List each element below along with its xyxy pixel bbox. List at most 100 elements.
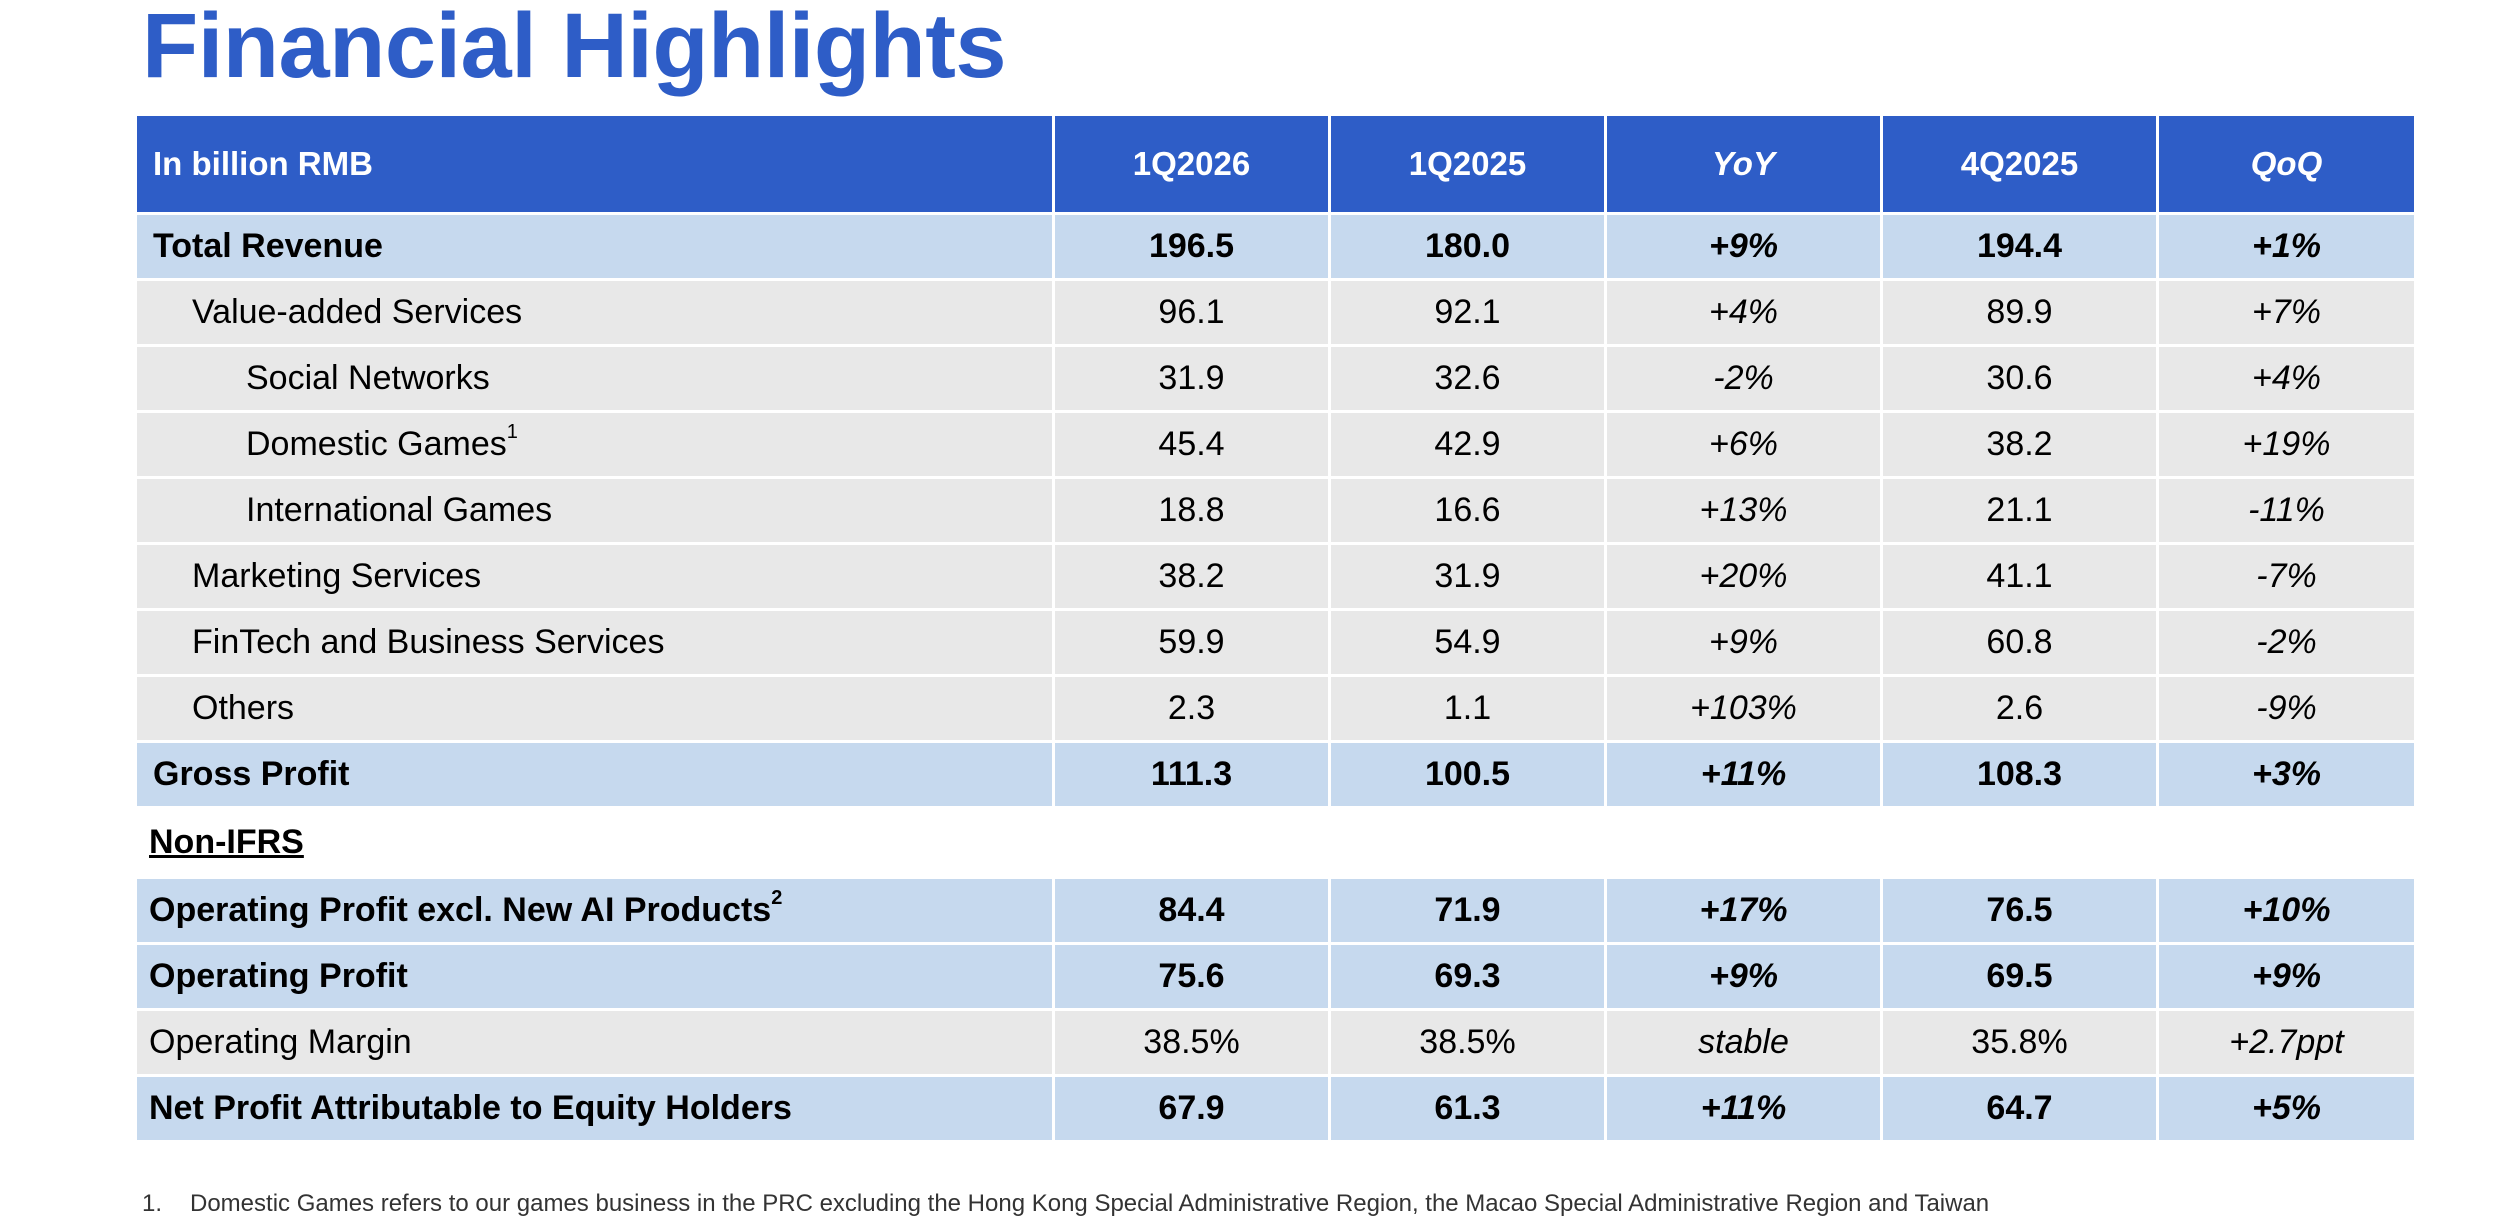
cell-1q2025: 31.9 xyxy=(1328,541,1607,611)
cell-yoy: +6% xyxy=(1604,409,1883,479)
table-row-fintech-business-services: FinTech and Business Services 59.9 54.9 … xyxy=(134,607,2417,677)
row-label: Total Revenue xyxy=(134,211,1055,281)
row-label: Gross Profit xyxy=(134,739,1055,809)
table-row-domestic-games: Domestic Games1 45.4 42.9 +6% 38.2 +19% xyxy=(134,409,2417,479)
header-4q2025: 4Q2025 xyxy=(1880,116,2159,215)
row-label: Operating Margin xyxy=(134,1007,1055,1077)
cell-qoq: -2% xyxy=(2156,607,2417,677)
financial-highlights-table: In billion RMB 1Q2026 1Q2025 YoY 4Q2025 … xyxy=(134,116,2417,1143)
cell-1q2026: 38.5% xyxy=(1052,1007,1331,1077)
row-label: FinTech and Business Services xyxy=(134,607,1055,677)
cell-yoy: +9% xyxy=(1604,211,1883,281)
cell-qoq: +5% xyxy=(2156,1073,2417,1143)
cell-1q2025: 38.5% xyxy=(1328,1007,1607,1077)
cell-yoy: +17% xyxy=(1604,875,1883,945)
row-label: Operating Profit excl. New AI Products xyxy=(149,890,772,929)
row-label: Social Networks xyxy=(134,343,1055,413)
cell-1q2026: 67.9 xyxy=(1052,1073,1331,1143)
table-row-operating-margin: Operating Margin 38.5% 38.5% stable 35.8… xyxy=(134,1007,2417,1077)
cell-1q2025: 1.1 xyxy=(1328,673,1607,743)
cell-4q2025: 2.6 xyxy=(1880,673,2159,743)
row-label: Others xyxy=(134,673,1055,743)
cell-1q2025: 100.5 xyxy=(1328,739,1607,809)
cell-4q2025: 21.1 xyxy=(1880,475,2159,545)
header-unit-label: In billion RMB xyxy=(134,116,1055,215)
cell-yoy: +11% xyxy=(1604,1073,1883,1143)
cell-qoq: +3% xyxy=(2156,739,2417,809)
cell-yoy: -2% xyxy=(1604,343,1883,413)
cell-qoq: +19% xyxy=(2156,409,2417,479)
section-row-non-ifrs: Non-IFRS xyxy=(134,805,2417,879)
table-row-net-profit: Net Profit Attributable to Equity Holder… xyxy=(134,1073,2417,1143)
cell-yoy: +9% xyxy=(1604,941,1883,1011)
cell-4q2025: 69.5 xyxy=(1880,941,2159,1011)
header-yoy: YoY xyxy=(1604,116,1883,215)
cell-1q2026: 38.2 xyxy=(1052,541,1331,611)
cell-yoy: +13% xyxy=(1604,475,1883,545)
row-label: Domestic Games xyxy=(246,424,507,463)
row-label-cell: Operating Profit excl. New AI Products2 xyxy=(134,875,1055,945)
cell-4q2025: 60.8 xyxy=(1880,607,2159,677)
cell-yoy: +20% xyxy=(1604,541,1883,611)
cell-1q2025: 180.0 xyxy=(1328,211,1607,281)
table-row-social-networks: Social Networks 31.9 32.6 -2% 30.6 +4% xyxy=(134,343,2417,413)
footnote-number: 1. xyxy=(142,1190,163,1217)
footnote: 1. Domestic Games refers to our games bus… xyxy=(142,1190,1989,1218)
cell-1q2025: 32.6 xyxy=(1328,343,1607,413)
cell-1q2026: 96.1 xyxy=(1052,277,1331,347)
section-label-cell: Non-IFRS xyxy=(134,805,2417,879)
row-label-cell: Domestic Games1 xyxy=(134,409,1055,479)
cell-4q2025: 38.2 xyxy=(1880,409,2159,479)
cell-4q2025: 108.3 xyxy=(1880,739,2159,809)
header-1q2026: 1Q2026 xyxy=(1052,116,1331,215)
cell-4q2025: 30.6 xyxy=(1880,343,2159,413)
cell-yoy: +9% xyxy=(1604,607,1883,677)
cell-4q2025: 194.4 xyxy=(1880,211,2159,281)
table-row-gross-profit: Gross Profit 111.3 100.5 +11% 108.3 +3% xyxy=(134,739,2417,809)
cell-1q2026: 196.5 xyxy=(1052,211,1331,281)
cell-1q2026: 75.6 xyxy=(1052,941,1331,1011)
cell-4q2025: 76.5 xyxy=(1880,875,2159,945)
row-label: Value-added Services xyxy=(134,277,1055,347)
row-label: Net Profit Attributable to Equity Holder… xyxy=(134,1073,1055,1143)
cell-4q2025: 41.1 xyxy=(1880,541,2159,611)
table-row-value-added-services: Value-added Services 96.1 92.1 +4% 89.9 … xyxy=(134,277,2417,347)
table-row-operating-profit: Operating Profit 75.6 69.3 +9% 69.5 +9% xyxy=(134,941,2417,1011)
cell-qoq: +1% xyxy=(2156,211,2417,281)
cell-qoq: +2.7ppt xyxy=(2156,1007,2417,1077)
header-1q2025: 1Q2025 xyxy=(1328,116,1607,215)
table-row-total-revenue: Total Revenue 196.5 180.0 +9% 194.4 +1% xyxy=(134,211,2417,281)
table-row-operating-profit-excl-ai: Operating Profit excl. New AI Products2 … xyxy=(134,875,2417,945)
cell-qoq: -11% xyxy=(2156,475,2417,545)
header-qoq: QoQ xyxy=(2156,116,2417,215)
cell-qoq: -9% xyxy=(2156,673,2417,743)
cell-1q2026: 111.3 xyxy=(1052,739,1331,809)
footnote-marker: 1 xyxy=(506,421,518,444)
cell-1q2026: 45.4 xyxy=(1052,409,1331,479)
cell-qoq: +7% xyxy=(2156,277,2417,347)
cell-qoq: -7% xyxy=(2156,541,2417,611)
cell-qoq: +4% xyxy=(2156,343,2417,413)
row-label: Marketing Services xyxy=(134,541,1055,611)
table-header-row: In billion RMB 1Q2026 1Q2025 YoY 4Q2025 … xyxy=(134,116,2417,215)
cell-4q2025: 35.8% xyxy=(1880,1007,2159,1077)
cell-1q2025: 61.3 xyxy=(1328,1073,1607,1143)
cell-1q2025: 69.3 xyxy=(1328,941,1607,1011)
cell-1q2026: 84.4 xyxy=(1052,875,1331,945)
cell-1q2026: 18.8 xyxy=(1052,475,1331,545)
cell-qoq: +9% xyxy=(2156,941,2417,1011)
cell-1q2026: 31.9 xyxy=(1052,343,1331,413)
cell-1q2025: 92.1 xyxy=(1328,277,1607,347)
cell-4q2025: 64.7 xyxy=(1880,1073,2159,1143)
table-row-others: Others 2.3 1.1 +103% 2.6 -9% xyxy=(134,673,2417,743)
cell-1q2025: 16.6 xyxy=(1328,475,1607,545)
footnote-marker: 2 xyxy=(771,887,783,910)
footnote-text: Domestic Games refers to our games busin… xyxy=(190,1190,1990,1217)
cell-1q2025: 71.9 xyxy=(1328,875,1607,945)
cell-yoy: +103% xyxy=(1604,673,1883,743)
cell-4q2025: 89.9 xyxy=(1880,277,2159,347)
row-label: International Games xyxy=(134,475,1055,545)
cell-1q2025: 42.9 xyxy=(1328,409,1607,479)
table-row-marketing-services: Marketing Services 38.2 31.9 +20% 41.1 -… xyxy=(134,541,2417,611)
table-row-international-games: International Games 18.8 16.6 +13% 21.1 … xyxy=(134,475,2417,545)
